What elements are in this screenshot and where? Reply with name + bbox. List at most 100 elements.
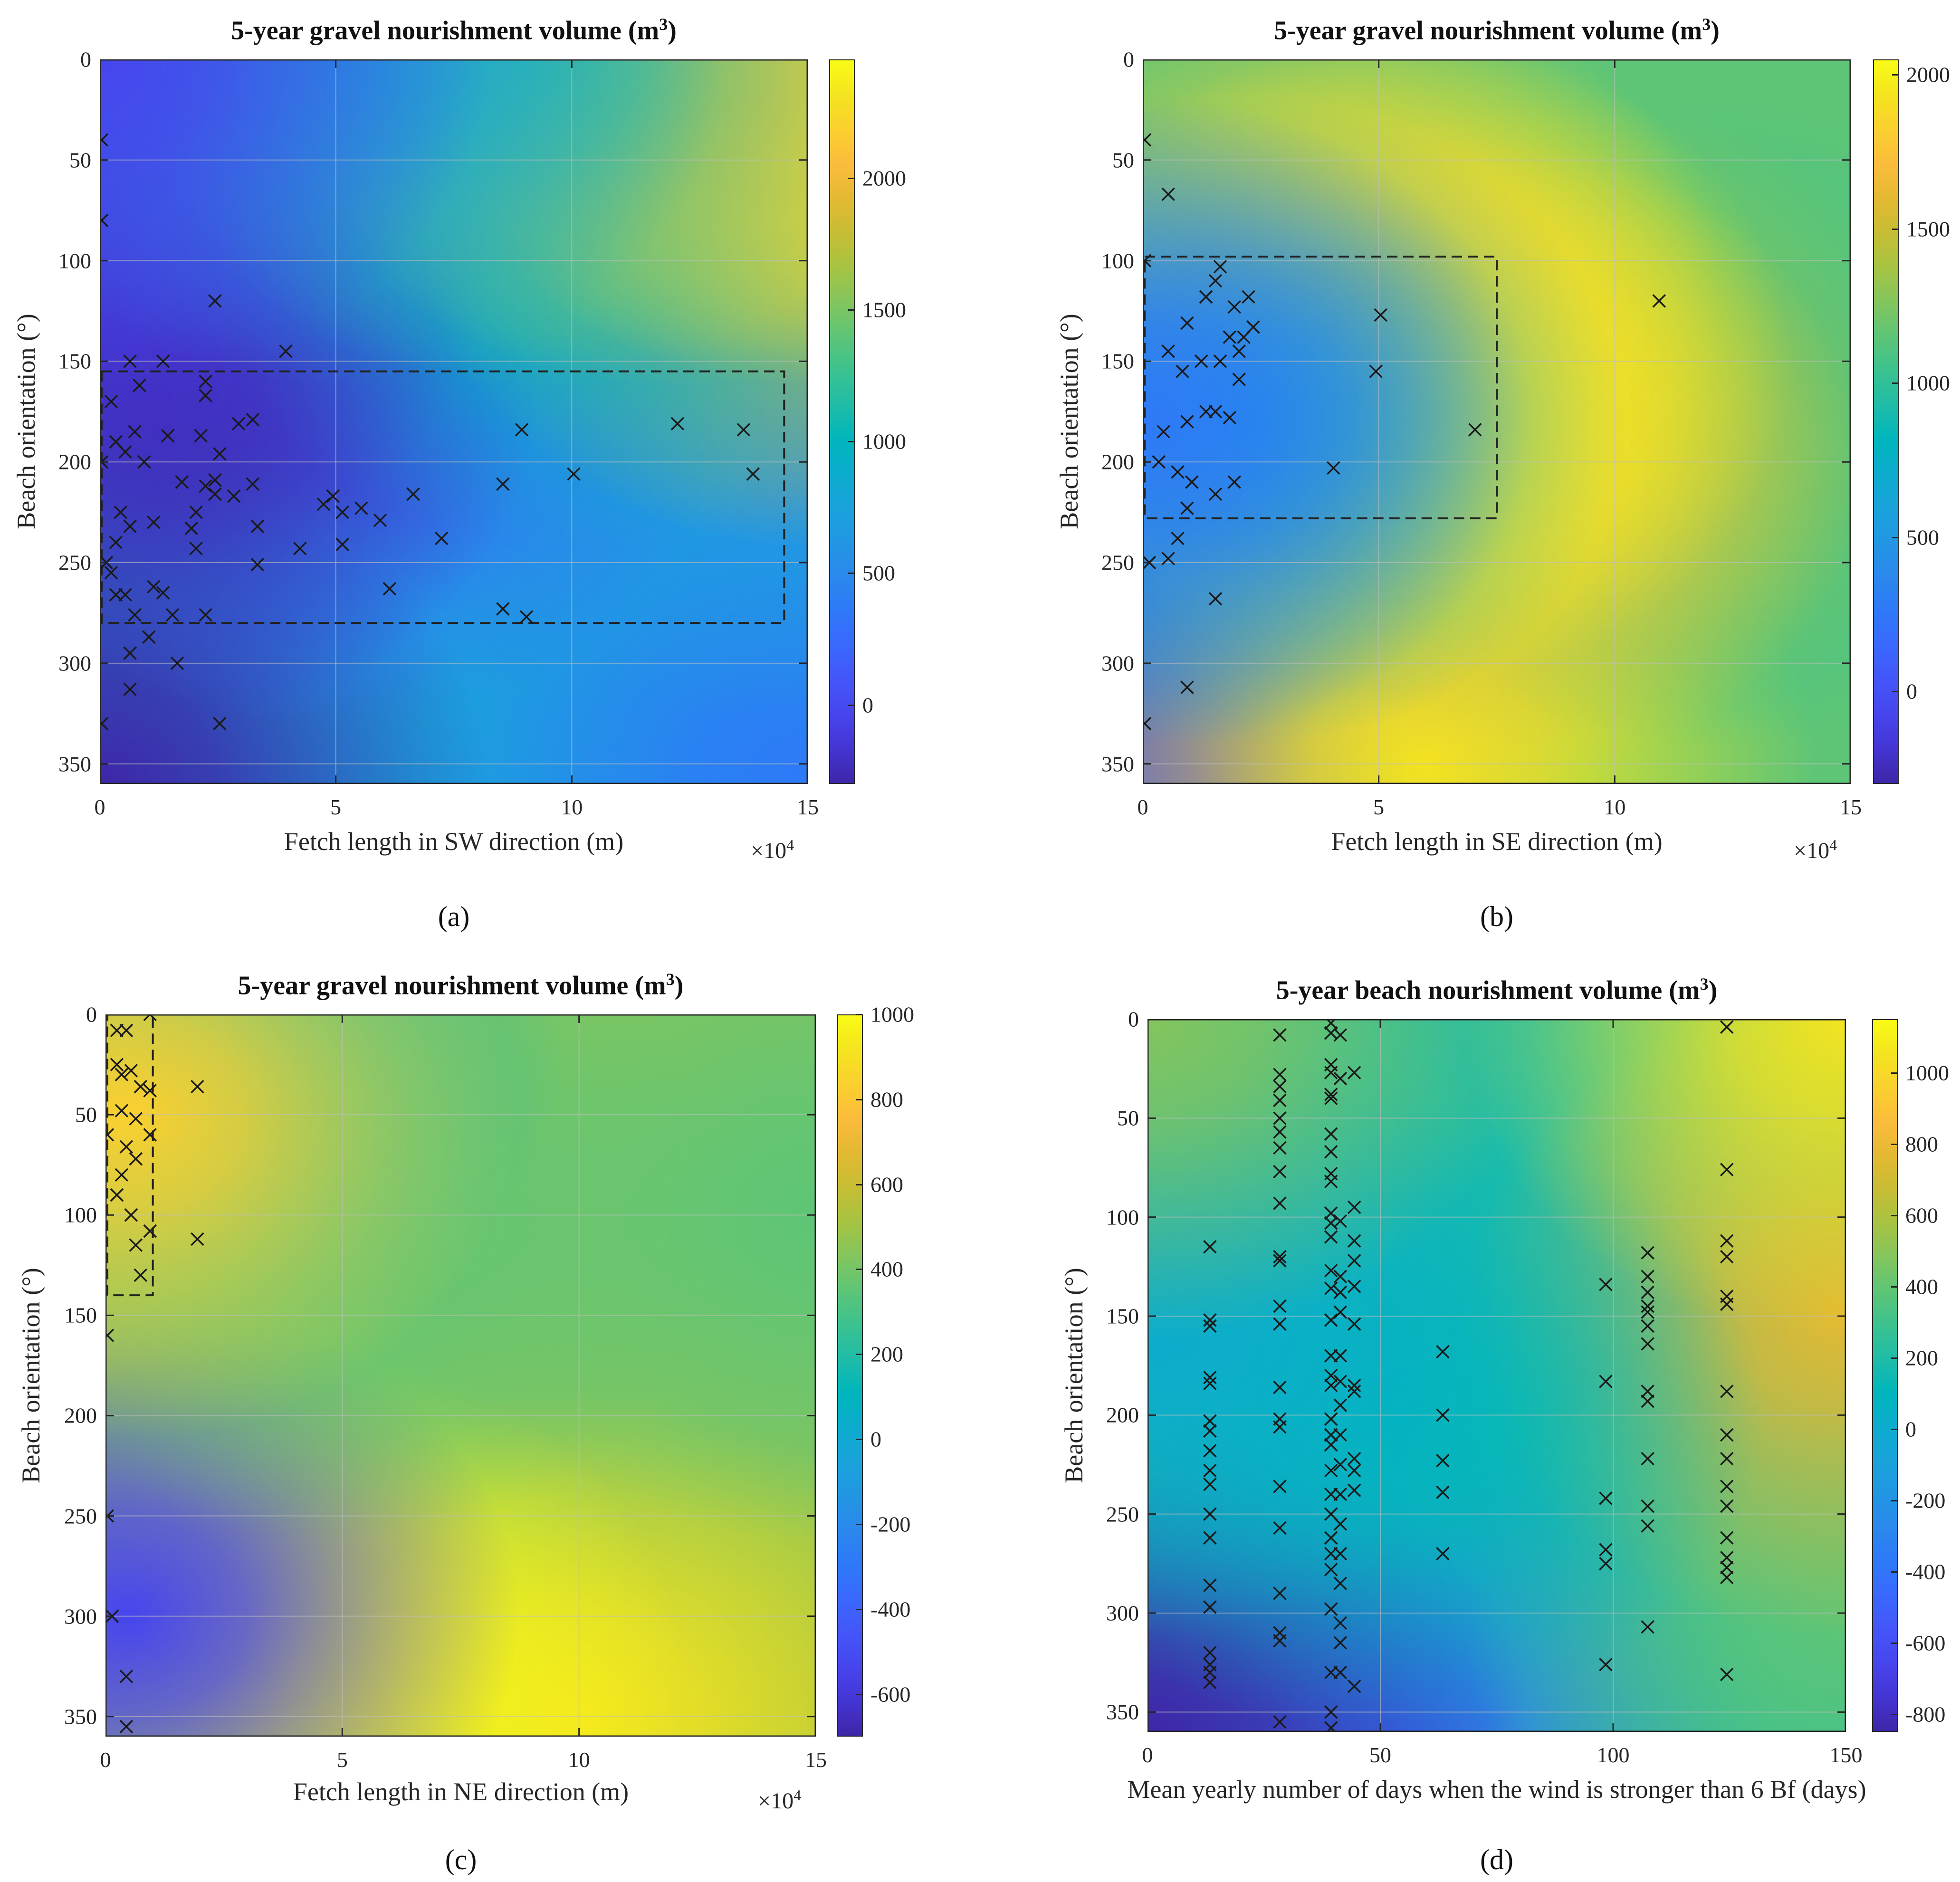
data-point-marker <box>129 1152 143 1166</box>
data-point-marker <box>1203 1600 1217 1614</box>
data-point-marker <box>1273 1299 1287 1313</box>
data-point-marker <box>373 513 387 527</box>
colorbar-tick-mark <box>856 1099 862 1100</box>
data-point-marker <box>382 582 397 596</box>
data-point-marker <box>1203 1424 1217 1438</box>
data-point-marker <box>406 487 420 501</box>
data-point-marker <box>1199 290 1213 304</box>
data-point-marker <box>1347 1378 1361 1393</box>
panel-a-xlabel: Fetch length in SW direction (m) <box>284 827 624 856</box>
data-point-marker <box>1333 1214 1348 1228</box>
data-point-marker <box>1232 344 1246 358</box>
data-point-marker <box>129 1112 143 1126</box>
data-point-marker <box>1436 1408 1450 1422</box>
data-point-marker <box>191 1232 204 1246</box>
data-point-marker <box>434 531 449 545</box>
data-point-marker <box>1641 1394 1654 1408</box>
colorbar-tick-mark <box>1892 74 1898 76</box>
data-point-marker <box>1273 1480 1287 1493</box>
data-point-marker <box>316 497 331 511</box>
panel-d-title: 5-year beach nourishment volume (m3) <box>1276 974 1718 1005</box>
data-point-marker <box>1720 1452 1734 1466</box>
y-tick-label: 250 <box>58 550 91 575</box>
colorbar-tick-mark <box>848 704 854 706</box>
data-point-marker <box>189 505 203 519</box>
data-point-marker <box>326 489 340 503</box>
data-point-marker <box>250 519 265 534</box>
data-point-marker <box>1324 1721 1338 1732</box>
data-point-marker <box>109 588 123 602</box>
data-point-marker <box>1333 1665 1348 1680</box>
data-point-marker <box>1324 1531 1338 1545</box>
data-point-marker <box>1333 1487 1348 1501</box>
plot-frame <box>100 59 808 784</box>
data-point-marker <box>1599 1278 1613 1291</box>
y-tick-label: 50 <box>69 148 91 172</box>
data-point-marker <box>1720 1551 1734 1565</box>
data-point-marker <box>1203 1578 1217 1592</box>
y-tick-label: 150 <box>1106 1304 1139 1328</box>
data-point-marker <box>1180 680 1194 694</box>
data-point-marker <box>1324 1263 1338 1278</box>
data-point-marker <box>105 1328 115 1342</box>
colorbar-tick-label: 1000 <box>870 1002 914 1027</box>
y-tick-label: 50 <box>75 1102 97 1127</box>
data-point-marker <box>227 489 241 503</box>
data-point-marker <box>110 1188 124 1202</box>
selection-box <box>106 1014 154 1297</box>
data-point-marker <box>1599 1557 1613 1571</box>
x-tick-label: 15 <box>1840 795 1862 819</box>
data-point-marker <box>293 542 307 555</box>
y-tick-label: 300 <box>1106 1601 1139 1625</box>
data-point-marker <box>1333 1349 1348 1363</box>
panel-d-xlabel: Mean yearly number of days when the wind… <box>1127 1775 1866 1804</box>
colorbar-tick-label: 600 <box>870 1172 903 1197</box>
data-point-marker <box>1347 1452 1361 1466</box>
data-point-marker <box>1213 260 1227 274</box>
data-point-marker <box>1333 1285 1348 1299</box>
data-point-marker <box>1720 1250 1734 1264</box>
data-point-marker <box>1227 300 1241 314</box>
data-point-marker <box>1333 1616 1348 1630</box>
data-point-marker <box>115 1168 129 1182</box>
data-point-marker <box>567 467 581 481</box>
data-point-marker <box>1720 1667 1734 1681</box>
data-point-marker <box>1347 1317 1361 1331</box>
data-point-marker <box>1333 1071 1348 1086</box>
data-point-marker <box>191 1080 204 1094</box>
data-point-marker <box>1599 1491 1613 1505</box>
data-point-marker <box>1273 1093 1287 1108</box>
colorbar-tick-mark <box>856 1269 862 1271</box>
y-tick-label: 300 <box>64 1604 97 1629</box>
data-point-marker <box>110 1023 124 1038</box>
x-tick-label: 15 <box>805 1748 827 1772</box>
data-point-marker <box>1223 411 1237 425</box>
y-tick-label: 250 <box>1101 550 1134 575</box>
colorbar-tick-mark <box>1891 1428 1897 1430</box>
colorbar-tick-label: 1500 <box>862 297 906 322</box>
data-point-marker <box>118 588 132 602</box>
data-point-marker <box>746 467 760 481</box>
colorbar-tick-mark <box>848 177 854 179</box>
panel-d-ylabel: Beach orientation (°) <box>1060 1268 1088 1483</box>
y-tick-label: 100 <box>64 1203 97 1227</box>
data-point-marker <box>1324 1216 1338 1230</box>
data-point-marker <box>1720 1480 1734 1493</box>
data-point-marker <box>1203 1444 1217 1458</box>
colorbar-tick-label: 200 <box>870 1342 903 1366</box>
x-tick-label: 15 <box>797 795 819 819</box>
colorbar-tick-label: 1000 <box>862 429 906 454</box>
panel-a-title: 5-year gravel nourishment volume (m3) <box>231 15 677 46</box>
panel-b-caption: (b) <box>1480 901 1513 932</box>
panel-b-plot-area <box>1143 59 1851 784</box>
data-point-marker <box>1157 425 1170 439</box>
data-point-marker <box>1203 1477 1217 1491</box>
data-point-marker <box>1720 1531 1734 1545</box>
panel-a-plot-area <box>100 59 808 784</box>
data-point-marker <box>1720 1570 1734 1585</box>
data-point-marker <box>1599 1375 1613 1388</box>
data-point-marker <box>137 455 151 469</box>
panel-d-plot-area <box>1147 1019 1846 1732</box>
colorbar-tick-label: 200 <box>1905 1346 1938 1370</box>
data-point-marker <box>1720 1020 1734 1034</box>
